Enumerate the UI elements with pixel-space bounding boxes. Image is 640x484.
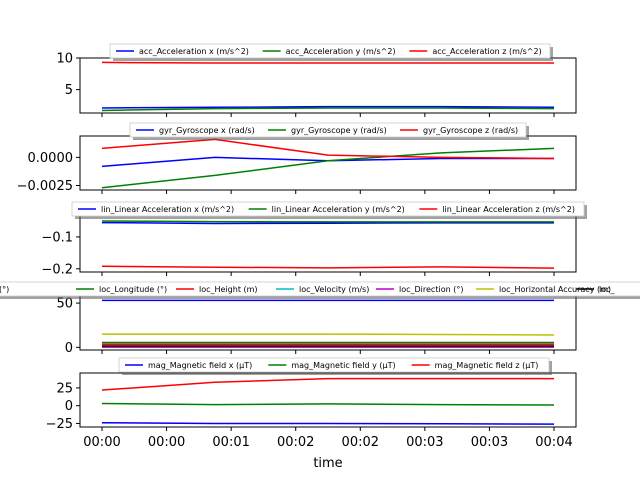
legend-box-gyr [129,122,527,138]
legend-entry-loc-1: loc_Longitude (°) [99,285,167,294]
x-tick-label: 00:04 [535,435,572,450]
legend-entry-mag-2: mag_Magnetic field z (µT) [435,361,539,370]
y-tick-label-mag: 0 [65,399,73,414]
legend-entry-loc-3: loc_Velocity (m/s) [299,285,369,294]
legend-entry-loc-2: loc_Height (m) [199,285,258,294]
series-line-acc-2 [101,61,554,64]
legend-entry-lin-2: lin_Linear Acceleration z (m/s^2) [442,205,575,214]
legend-entry-acc-0: acc_Acceleration x (m/s^2) [139,47,249,56]
series-line-loc-5 [102,333,555,336]
x-axis-label: time [313,456,342,471]
series-line-acc-1 [101,107,555,112]
x-tick-label: 00:02 [342,435,379,450]
y-tick-label-gyr: 0.0000 [28,151,74,166]
x-tick-label: 00:01 [212,435,249,450]
y-tick-label-mag: −25 [46,417,73,432]
x-tick-label: 00:00 [148,435,185,450]
series-line-mag-0 [101,421,555,425]
y-tick-label-lin: −0.2 [41,262,73,277]
legend-box-loc [0,281,640,297]
legend-entry-mag-1: mag_Magnetic field y (µT) [291,361,395,370]
series-line-acc-0 [101,105,555,109]
series-line-lin-1 [101,220,554,223]
y-tick-label-mag: 25 [56,381,73,396]
legend-box-mag [118,357,550,373]
legend-entry-loc-5: loc_Horizontal Accuracy (m) [499,285,611,294]
legend-entry-lin-1: lin_Linear Acceleration y (m/s^2) [272,205,405,214]
x-tick-label: 00:03 [471,435,508,450]
legend-box-lin [71,201,585,217]
y-tick-label-lin: −0.1 [41,230,73,245]
x-tick-label: 00:02 [277,435,314,450]
x-tick-label: 00:03 [406,435,443,450]
y-tick-label-acc: 10 [56,52,73,67]
y-tick-label-loc: 0 [65,341,73,356]
legend-entry-gyr-0: gyr_Gyroscope x (rad/s) [159,126,255,135]
series-line-lin-0 [101,221,554,225]
legend-box-acc [109,43,551,59]
x-tick-label: 00:00 [83,435,120,450]
legend-entry-loc-6: loc_ [599,285,616,294]
y-tick-label-gyr: −0.0025 [17,179,73,194]
legend-entry-loc-4: loc_Direction (°) [399,285,463,294]
legend-entry-acc-1: acc_Acceleration y (m/s^2) [286,47,396,56]
legend-entry-gyr-1: gyr_Gyroscope y (rad/s) [291,126,387,135]
legend-entry-lin-0: lin_Linear Acceleration x (m/s^2) [101,205,234,214]
legend-entry-loc-0: (°) [0,285,9,294]
legend-entry-acc-2: acc_Acceleration z (m/s^2) [432,47,541,56]
y-tick-label-acc: 5 [65,83,73,98]
series-line-gyr-2 [101,138,555,160]
legend-entry-mag-0: mag_Magnetic field x (µT) [148,361,252,370]
series-line-mag-2 [101,377,554,391]
y-tick-label-loc: 50 [56,297,73,312]
series-line-lin-2 [101,265,555,269]
series-line-mag-1 [101,402,555,406]
series-line-gyr-1 [101,147,555,189]
legend-entry-gyr-2: gyr_Gyroscope z (rad/s) [423,126,518,135]
